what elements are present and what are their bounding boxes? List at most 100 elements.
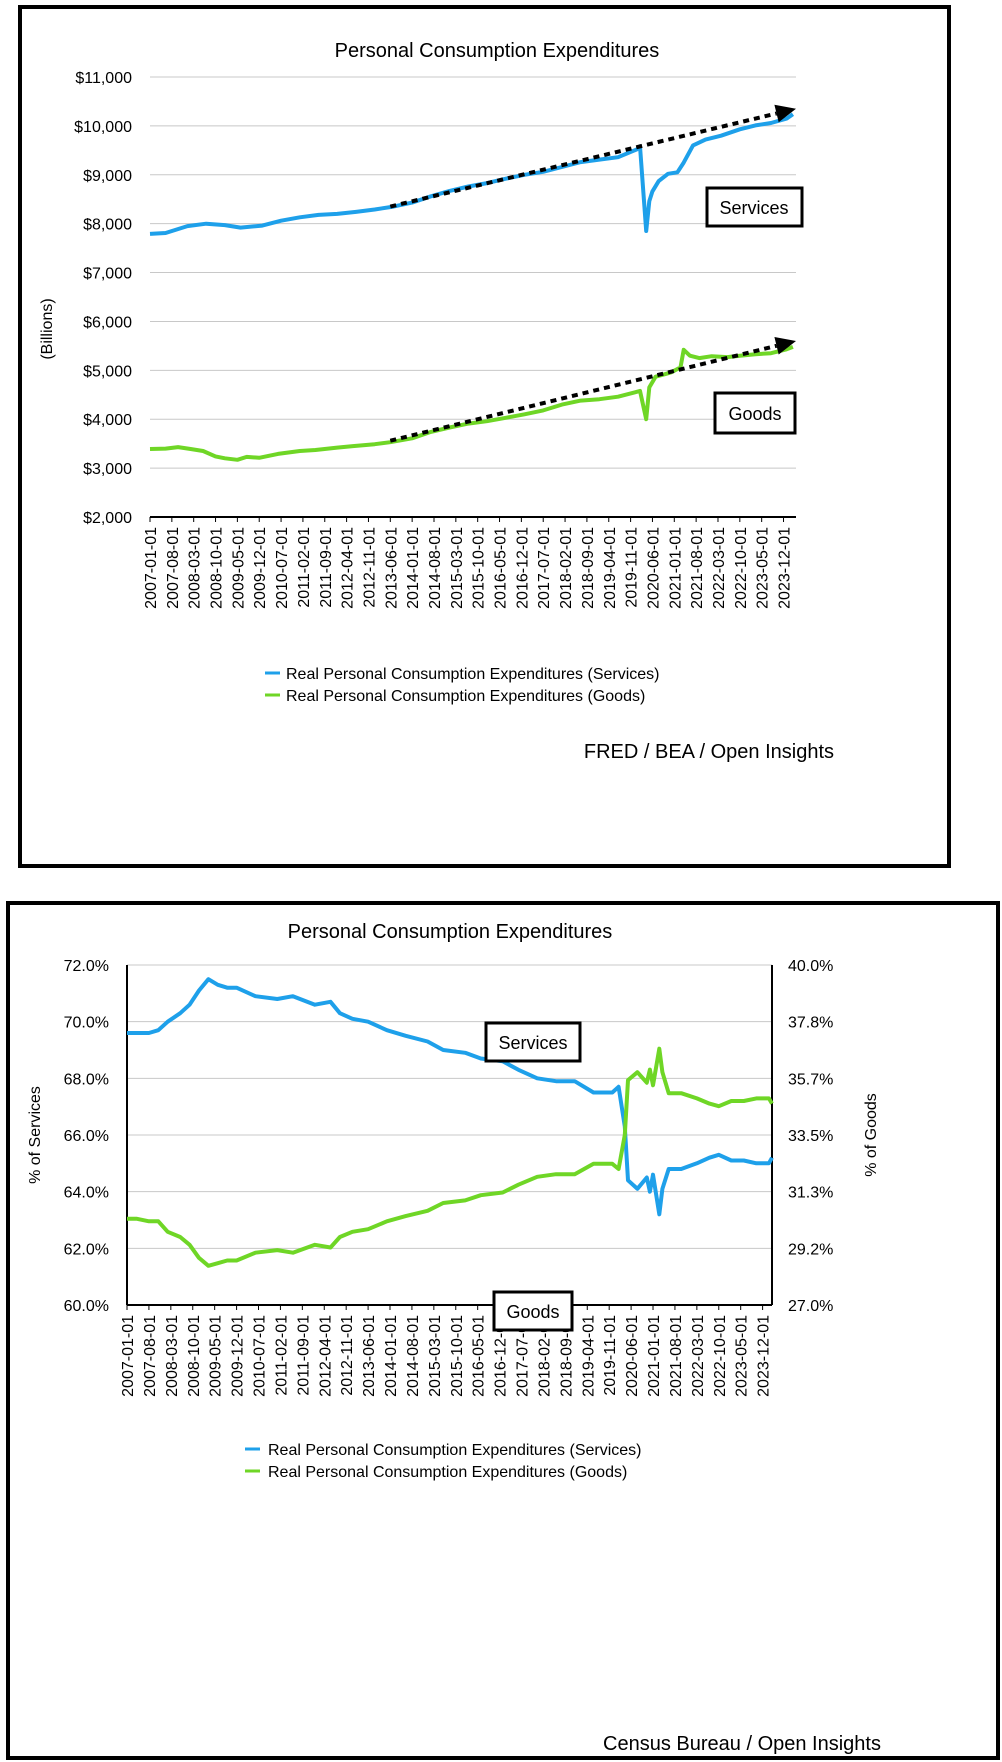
x-tick-label: 2007-08-01 [165,527,182,609]
x-tick-label: 2010-07-01 [252,1315,269,1397]
x-tick-label: 2019-11-01 [624,527,641,608]
x-tick-label: 2015-03-01 [427,1315,444,1397]
y-tick-label: $2,000 [83,510,132,527]
x-tick-label: 2013-06-01 [383,527,400,609]
chart-panel-shares: Personal Consumption Expenditures % of S… [6,901,1000,1760]
x-tick-label: 2022-10-01 [733,527,750,609]
y-tick-label: $4,000 [83,412,132,429]
y2-tick-label: 27.0% [788,1298,833,1315]
x-tick-label: 2019-04-01 [602,527,619,609]
goods-series-line [127,1046,774,1268]
x-tick-label: 2009-05-01 [208,1315,225,1397]
x-tick-label: 2017-07-01 [515,1315,532,1397]
x-tick-label: 2018-09-01 [580,527,597,609]
x-tick-label: 2015-10-01 [471,527,488,609]
source-credit: Census Bureau / Open Insights [603,1733,881,1755]
services-annotation: Services [498,1033,567,1053]
x-tick-label: 2015-10-01 [449,1315,466,1397]
x-tick-label: 2014-01-01 [383,1315,400,1397]
x-tick-label: 2015-03-01 [449,527,466,609]
x-tick-label: 2008-03-01 [164,1315,181,1397]
x-tick-label: 2022-03-01 [711,527,728,609]
legend-label-services: Real Personal Consumption Expenditures (… [286,666,660,683]
x-tick-label: 2012-11-01 [361,527,378,608]
chart-title: Personal Consumption Expenditures [335,40,660,62]
levels-chart: Personal Consumption Expenditures (Billi… [39,40,834,763]
y-tick-label: 62.0% [64,1241,109,1258]
x-tick-label: 2023-12-01 [777,527,794,609]
y-tick-label: $8,000 [83,217,132,234]
legend: Real Personal Consumption Expenditures (… [245,1442,642,1481]
x-tick-label: 2013-06-01 [361,1315,378,1397]
x-tick-label: 2018-02-01 [536,1315,553,1397]
services-annotation-box: Services [705,186,804,228]
legend-label-services: Real Personal Consumption Expenditures (… [268,1442,642,1459]
x-tick-label: 2019-04-01 [580,1315,597,1397]
y2-tick-label: 37.8% [788,1015,833,1032]
y-tick-label: 72.0% [64,958,109,975]
x-tick-label: 2009-12-01 [230,1315,247,1397]
x-tick-label: 2012-04-01 [340,527,357,609]
x-tick-label: 2020-06-01 [645,527,662,609]
x-tick-label: 2009-05-01 [230,527,247,609]
services-annotation-box: Services [484,1021,582,1063]
x-tick-label: 2012-11-01 [339,1315,356,1396]
x-tick-label: 2021-01-01 [667,527,684,609]
goods-annotation: Goods [506,1302,559,1322]
services-trend-arrow [389,111,778,209]
services-series-line [127,977,774,1217]
x-tick-label: 2023-12-01 [756,1315,773,1397]
x-tick-label: 2022-03-01 [690,1315,707,1397]
y-tick-label: 70.0% [64,1015,109,1032]
shares-chart: Personal Consumption Expenditures % of S… [27,921,881,1755]
y-tick-label: $10,000 [74,119,132,136]
x-tick-label: 2014-08-01 [405,1315,422,1397]
x-tick-label: 2021-01-01 [646,1315,663,1397]
source-credit: FRED / BEA / Open Insights [584,741,834,763]
y2-tick-label: 35.7% [788,1071,833,1088]
x-tick-label: 2011-09-01 [295,1315,312,1396]
x-tick-label: 2008-10-01 [186,1315,203,1397]
x-tick-label: 2019-11-01 [602,1315,619,1396]
x-tick-label: 2023-05-01 [734,1315,751,1397]
y-tick-label: $3,000 [83,461,132,478]
x-tick-label: 2018-02-01 [558,527,575,609]
goods-trend-arrow [389,343,778,443]
x-tick-label: 2023-05-01 [755,527,772,609]
y-tick-label: 64.0% [64,1185,109,1202]
legend-label-goods: Real Personal Consumption Expenditures (… [286,688,645,705]
y-tick-label: 66.0% [64,1128,109,1145]
y-tick-label: $9,000 [83,168,132,185]
goods-annotation-box: Goods [713,391,797,435]
x-tick-label: 2022-10-01 [712,1315,729,1397]
trend-arrowhead [774,337,796,355]
x-tick-label: 2014-01-01 [405,527,422,609]
x-tick-label: 2007-01-01 [143,527,160,609]
x-tick-label: 2009-12-01 [252,527,269,609]
y-tick-label: $11,000 [75,70,132,87]
chart-panel-levels: Personal Consumption Expenditures (Billi… [18,5,951,868]
y-tick-label: 60.0% [64,1298,109,1315]
x-tick-label: 2007-01-01 [120,1315,137,1397]
services-series-line [149,112,795,236]
y2-tick-label: 29.2% [788,1241,833,1258]
x-tick-label: 2016-05-01 [493,527,510,609]
y-tick-label: $7,000 [83,266,132,283]
x-tick-label: 2012-04-01 [317,1315,334,1397]
y-tick-label: $6,000 [83,314,132,331]
y2-tick-label: 40.0% [788,958,833,975]
x-tick-label: 2010-07-01 [274,527,291,609]
goods-annotation-box: Goods [492,1290,574,1332]
trend-arrowhead [774,104,796,123]
services-annotation: Services [719,198,788,218]
goods-annotation: Goods [728,404,781,424]
y2-tick-label: 31.3% [788,1185,833,1202]
x-tick-label: 2014-08-01 [427,527,444,609]
y-tick-label: $5,000 [83,363,132,380]
x-tick-label: 2020-06-01 [624,1315,641,1397]
x-tick-label: 2011-09-01 [318,527,335,608]
x-tick-label: 2018-09-01 [558,1315,575,1397]
y-axis-label-left: % of Services [27,1086,44,1184]
x-tick-label: 2017-07-01 [536,527,553,609]
x-tick-label: 2008-03-01 [187,527,204,609]
